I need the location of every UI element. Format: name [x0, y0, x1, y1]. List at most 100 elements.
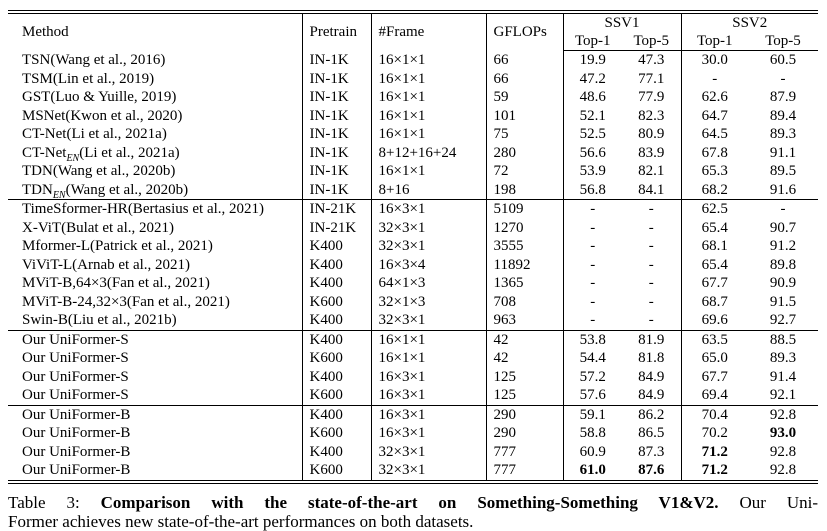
method-name: TSN(Wang et al., 2016) — [22, 51, 166, 68]
ssv1-top5-cell: - — [622, 255, 682, 274]
ssv2-top5-cell: 92.1 — [769, 387, 797, 403]
caption-line-2: Former achieves new state-of-the-art per… — [8, 512, 474, 531]
pretrain-cell: K400 — [302, 442, 372, 461]
frame-cell: 16×3×4 — [371, 255, 487, 274]
table-row: Our UniFormer-S K400 16×3×1 125 57.2 84.… — [8, 367, 818, 386]
ssv1-top5-cell: 83.9 — [622, 143, 682, 162]
ssv2-top5-cell: 91.6 — [769, 181, 797, 198]
ssv1-top5-cell: 82.3 — [622, 106, 682, 125]
pretrain-cell: K600 — [302, 461, 372, 482]
ssv1-top5-cell: - — [622, 274, 682, 293]
table-row: CT-NetEN(Li et al., 2021a) IN-1K 8+12+16… — [8, 143, 818, 162]
ssv2-top1-cell: 62.6 — [701, 89, 728, 105]
gflops-cell: 66 — [486, 69, 564, 88]
ssv2-top5-cell: - — [748, 199, 818, 219]
ssv1-top1-cell: - — [590, 275, 596, 291]
pretrain-cell: IN-1K — [302, 180, 372, 200]
ssv1-top1-cell: 56.8 — [579, 181, 606, 198]
ssv1-top1-cell: 60.9 — [579, 443, 606, 460]
header-ssv1-top1: Top-1 — [563, 32, 622, 51]
method-cell: Our UniFormer-S — [8, 329, 303, 349]
gflops-cell: 198 — [486, 180, 564, 200]
ssv2-top1-cell: 63.5 — [681, 329, 748, 349]
ssv2-top1-cell: 67.7 — [701, 275, 728, 291]
method-name: Our UniFormer-S — [22, 387, 129, 403]
method-cell: MSNet(Kwon et al., 2020) — [8, 106, 303, 125]
table-row: Our UniFormer-B K600 32×3×1 777 61.0 87.… — [8, 461, 818, 482]
ssv2-top5-cell: 91.1 — [769, 144, 797, 161]
method-name: ViViT-L(Arnab et al., 2021) — [22, 256, 191, 273]
method-name: TimeSformer-HR(Bertasius et al., 2021) — [22, 201, 265, 217]
method-name: Swin-B(Liu et al., 2021b) — [22, 312, 177, 328]
table-row: Our UniFormer-S K400 16×1×1 42 53.8 81.9… — [8, 329, 818, 349]
method-name: MViT-B-24,32×3(Fan et al., 2021) — [22, 293, 230, 310]
method-name: Our UniFormer-S — [22, 350, 129, 366]
frame-cell: 32×3×1 — [371, 442, 487, 461]
table-row: MSNet(Kwon et al., 2020) IN-1K 16×1×1 10… — [8, 106, 818, 125]
gflops-cell: 963 — [486, 311, 564, 330]
pretrain-cell: IN-21K — [302, 218, 372, 237]
ssv2-top1-cell: 70.4 — [681, 404, 748, 424]
method-subscript: EN — [52, 189, 66, 200]
ssv1-top1-cell: - — [590, 238, 596, 254]
table-row: TSM(Lin et al., 2019) IN-1K 16×1×1 66 47… — [8, 69, 818, 88]
method-name: Our UniFormer-B — [22, 406, 131, 423]
table-row: TDNEN(Wang et al., 2020b) IN-1K 8+16 198… — [8, 180, 818, 200]
table-body: TSN(Wang et al., 2016) IN-1K 16×1×1 66 1… — [8, 50, 818, 482]
ssv1-top1-cell: 53.8 — [563, 329, 622, 349]
ssv1-top5-cell: - — [622, 311, 682, 330]
frame-cell: 16×3×1 — [371, 199, 487, 219]
method-cell: CT-Net(Li et al., 2021a) — [8, 125, 303, 144]
ssv1-top5-cell: 84.1 — [622, 180, 682, 200]
method-name: GST(Luo & Yuille, 2019) — [22, 89, 177, 105]
table-row: TimeSformer-HR(Bertasius et al., 2021) I… — [8, 199, 818, 219]
table-row: ViViT-L(Arnab et al., 2021) K400 16×3×4 … — [8, 255, 818, 274]
ssv2-top5-cell: 92.8 — [769, 462, 797, 478]
method-name: MSNet(Kwon et al., 2020) — [22, 107, 183, 124]
pretrain-cell: K400 — [302, 404, 372, 424]
method-cell: Swin-B(Liu et al., 2021b) — [8, 311, 303, 330]
table-row: Mformer-L(Patrick et al., 2021) K400 32×… — [8, 237, 818, 256]
ssv1-top5-cell: 82.1 — [622, 162, 682, 181]
frame-cell: 16×3×1 — [371, 386, 487, 405]
gflops-cell: 42 — [486, 329, 564, 349]
method-name: MViT-B,64×3(Fan et al., 2021) — [22, 275, 210, 291]
ssv2-top1-cell: 64.5 — [701, 126, 728, 142]
ssv2-top5-cell: 93.0 — [769, 425, 797, 441]
method-name: Our UniFormer-S — [22, 368, 129, 385]
ssv2-top1-cell: 64.7 — [701, 107, 728, 124]
caption-label: Table 3: — [8, 492, 80, 512]
ssv1-top1-cell: - — [590, 219, 596, 236]
header-ssv2-top5: Top-5 — [748, 32, 818, 51]
ssv1-top5-cell: 81.9 — [622, 329, 682, 349]
frame-cell: 16×3×1 — [371, 424, 487, 443]
gflops-cell: 59 — [486, 88, 564, 107]
frame-cell: 32×3×1 — [371, 461, 487, 482]
gflops-cell: 75 — [486, 125, 564, 144]
pretrain-cell: IN-1K — [302, 88, 372, 107]
method-name: TDN(Wang et al., 2020b) — [22, 163, 176, 179]
table-row: CT-Net(Li et al., 2021a) IN-1K 16×1×1 75… — [8, 125, 818, 144]
ssv2-top5-cell: 90.7 — [769, 219, 797, 236]
method-cell: Our UniFormer-B — [8, 442, 303, 461]
ssv1-top1-cell: 58.8 — [579, 425, 606, 441]
ssv2-top1-cell: 68.7 — [701, 293, 728, 310]
method-name: CT-Net — [22, 144, 67, 161]
gflops-cell: 5109 — [486, 199, 564, 219]
ssv2-top5-cell: 91.4 — [769, 368, 797, 385]
gflops-cell: 1270 — [486, 218, 564, 237]
gflops-cell: 708 — [486, 292, 564, 311]
ssv2-top1-cell: 68.2 — [701, 181, 728, 198]
gflops-cell: 66 — [486, 50, 564, 70]
ssv2-top1-cell: 65.0 — [701, 350, 728, 366]
method-cell: Our UniFormer-S — [8, 386, 303, 405]
ssv1-top1-cell: 47.2 — [579, 70, 606, 87]
ssv2-top1-cell: 67.7 — [701, 368, 728, 385]
frame-cell: 64×1×3 — [371, 274, 487, 293]
ssv1-top5-cell: - — [622, 237, 682, 256]
ssv2-top5-cell: 89.8 — [769, 256, 797, 273]
method-name: CT-Net(Li et al., 2021a) — [22, 126, 167, 142]
ssv2-top5-cell: 89.3 — [769, 126, 797, 142]
table-row: Our UniFormer-S K600 16×1×1 42 54.4 81.8… — [8, 349, 818, 368]
method-subscript: EN — [66, 152, 80, 162]
